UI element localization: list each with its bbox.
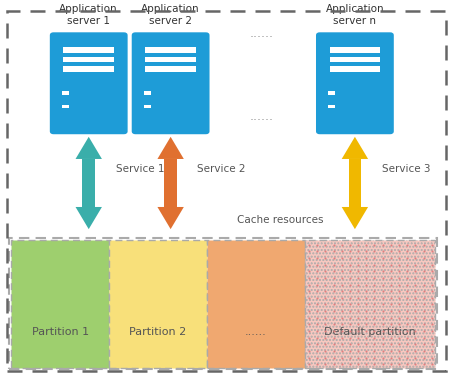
Text: Application
server n: Application server n (326, 4, 384, 26)
Bar (144, 91, 151, 95)
Text: ......: ...... (250, 27, 273, 40)
Text: Partition 1: Partition 1 (32, 327, 89, 337)
FancyBboxPatch shape (316, 32, 394, 134)
Polygon shape (342, 207, 368, 229)
Bar (63, 47, 114, 53)
Text: Cache resources: Cache resources (237, 216, 323, 225)
Bar (63, 66, 114, 72)
Text: Service 3: Service 3 (382, 164, 430, 174)
Polygon shape (157, 137, 184, 159)
Bar (328, 105, 335, 108)
Bar (82, 159, 95, 207)
Text: ......: ...... (245, 327, 267, 337)
Bar (349, 159, 361, 207)
Polygon shape (76, 207, 102, 229)
Bar (62, 105, 69, 108)
Bar (144, 105, 151, 108)
Bar (164, 159, 177, 207)
Text: Application
server 1: Application server 1 (60, 4, 118, 26)
Polygon shape (157, 207, 184, 229)
Text: Partition 2: Partition 2 (130, 327, 187, 337)
Text: ......: ...... (250, 110, 273, 123)
FancyBboxPatch shape (305, 240, 435, 368)
Bar (145, 47, 196, 53)
Bar (62, 91, 69, 95)
FancyBboxPatch shape (50, 32, 127, 134)
Text: Service 2: Service 2 (197, 164, 246, 174)
FancyBboxPatch shape (11, 240, 109, 368)
Bar (145, 57, 196, 62)
FancyBboxPatch shape (109, 240, 207, 368)
Text: Application
server 2: Application server 2 (142, 4, 200, 26)
Bar (145, 66, 196, 72)
Text: Default partition: Default partition (324, 327, 415, 337)
FancyBboxPatch shape (132, 32, 209, 134)
FancyBboxPatch shape (207, 240, 305, 368)
Bar (328, 91, 335, 95)
Bar (329, 57, 380, 62)
Polygon shape (76, 137, 102, 159)
Text: Service 1: Service 1 (116, 164, 164, 174)
Polygon shape (342, 137, 368, 159)
Bar (329, 47, 380, 53)
Bar (329, 66, 380, 72)
Bar (63, 57, 114, 62)
